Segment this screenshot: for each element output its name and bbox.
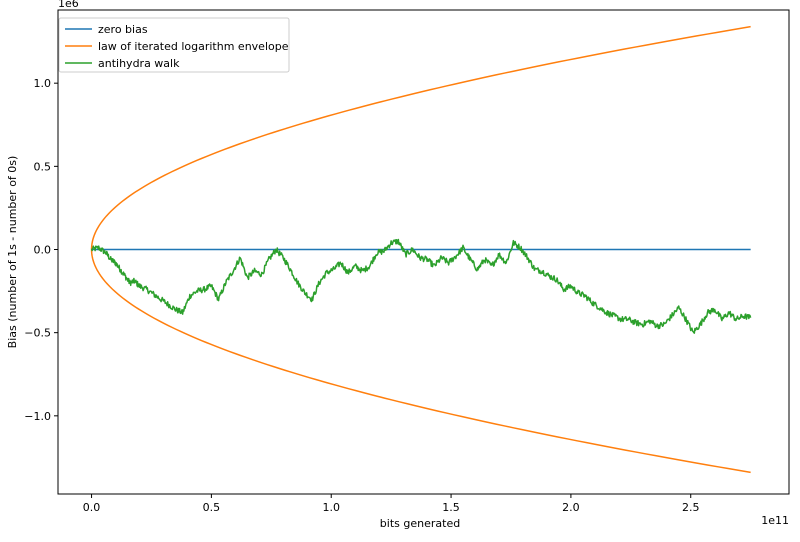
y-axis: −1.0 −0.5 0.0 0.5 1.0: [24, 77, 58, 423]
legend: zero bias law of iterated logarithm envel…: [58, 17, 290, 73]
x-tick-label: 1.0: [322, 501, 340, 514]
y-tick-label: −1.0: [24, 410, 51, 423]
y-axis-label: Bias (number of 1s - number of 0s): [6, 156, 19, 349]
envelope-upper-line: [90, 25, 751, 250]
x-axis: 0.0 0.5 1.0 1.5 2.0 2.5: [83, 494, 700, 514]
legend-label: law of iterated logarithm envelope: [98, 40, 289, 53]
x-offset-label: 1e11: [761, 514, 789, 527]
legend-box: [58, 17, 290, 73]
x-tick-label: 2.5: [682, 501, 700, 514]
plot-frame: [57, 9, 790, 495]
y-tick-label: 0.5: [34, 160, 52, 173]
legend-label: antihydra walk: [98, 57, 180, 70]
y-offset-label: 1e6: [58, 0, 79, 10]
x-tick-label: 1.5: [442, 501, 460, 514]
envelope-lower-line: [90, 249, 751, 474]
y-tick-label: −0.5: [24, 327, 51, 340]
x-tick-label: 0.0: [83, 501, 101, 514]
plot-area: [57, 9, 790, 495]
x-tick-label: 0.5: [203, 501, 221, 514]
x-axis-label: bits generated: [380, 517, 460, 530]
x-tick-label: 2.0: [562, 501, 580, 514]
legend-label: zero bias: [98, 23, 148, 36]
y-tick-label: 1.0: [34, 77, 52, 90]
y-tick-label: 0.0: [34, 244, 52, 257]
series-layer: [90, 25, 752, 474]
antihydra-walk-line: [90, 238, 752, 334]
